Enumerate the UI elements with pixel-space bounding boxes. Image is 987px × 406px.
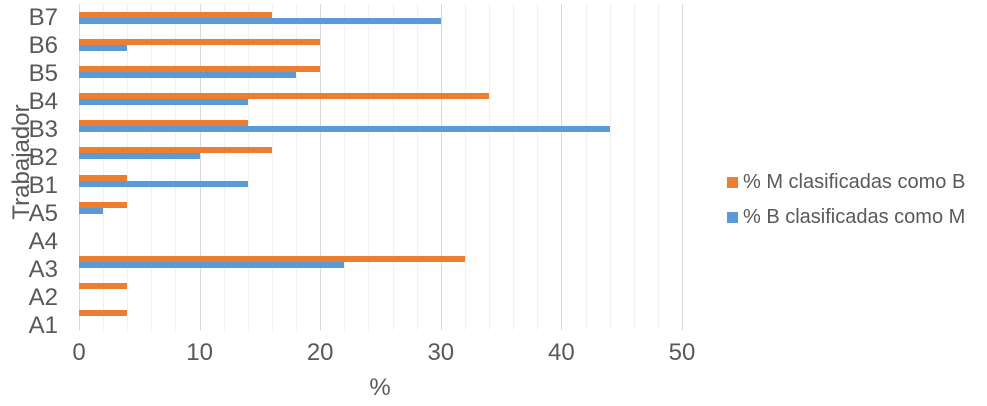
bar-B5-% M clasificadas como B [79, 65, 321, 72]
category-label-A2: A2 [28, 284, 58, 311]
x-axis-title: % [369, 374, 391, 401]
minor-gridline-18 [296, 4, 298, 330]
major-gridline-10 [199, 4, 201, 330]
category-label-B7: B7 [28, 4, 58, 31]
bar-group-B6 [79, 31, 682, 58]
legend-label: % M clasificadas como B [743, 171, 966, 193]
legend-label: % B clasificadas como M [743, 206, 966, 228]
x-tick-label-30: 30 [427, 339, 455, 366]
minor-gridline-28 [416, 4, 418, 330]
bar-group-B4 [79, 86, 682, 113]
x-tick-label-40: 40 [548, 339, 575, 366]
minor-gridline-42 [585, 4, 587, 330]
major-gridline-40 [561, 4, 563, 330]
category-label-B1: B1 [28, 172, 58, 199]
major-gridline-20 [320, 4, 322, 330]
major-gridline-30 [440, 4, 442, 330]
bar-B1-% M clasificadas como B [79, 174, 128, 181]
bar-A5-% B clasificadas como M [79, 207, 104, 214]
bar-A1-% M clasificadas como B [79, 310, 128, 317]
category-label-A1: A1 [28, 312, 58, 339]
bar-group-A4 [79, 221, 682, 248]
bar-B2-% B clasificadas como M [79, 153, 200, 160]
minor-gridline-22 [344, 4, 346, 330]
category-label-A5: A5 [28, 200, 58, 227]
minor-gridline-48 [657, 4, 659, 330]
major-gridline-0 [79, 4, 80, 330]
bar-B3-% M clasificadas como B [79, 120, 248, 127]
x-tick-label-10: 10 [186, 339, 213, 366]
category-label-B6: B6 [28, 32, 58, 59]
minor-gridline-44 [609, 4, 611, 330]
minor-gridline-46 [633, 4, 635, 330]
bar-group-A2 [79, 276, 682, 303]
minor-gridline-36 [513, 4, 515, 330]
legend-swatch-icon [727, 177, 738, 188]
bar-B7-% M clasificadas como B [79, 11, 272, 18]
bar-group-B5 [79, 58, 682, 85]
bar-rows [79, 4, 682, 330]
category-label-B2: B2 [28, 144, 58, 171]
minor-gridline-4 [127, 4, 129, 330]
legend: % M clasificadas como B % B clasificadas … [727, 171, 965, 229]
y-axis-category-labels: B7 B6 B5 B4 B3 B2 B1 A5 A4 A3 A2 A1 [0, 4, 66, 339]
bar-A3-% M clasificadas como B [79, 256, 465, 263]
bar-B4-% B clasificadas como M [79, 99, 248, 106]
bar-A5-% M clasificadas como B [79, 201, 128, 208]
category-label-B3: B3 [28, 116, 58, 143]
bar-group-B3 [79, 113, 682, 140]
x-tick-label-20: 20 [306, 339, 334, 366]
bar-B7-% B clasificadas como M [79, 17, 441, 24]
category-label-B4: B4 [28, 88, 58, 115]
bar-B1-% B clasificadas como M [79, 180, 248, 187]
minor-gridline-26 [392, 4, 394, 330]
minor-gridline-16 [271, 4, 273, 330]
minor-gridline-32 [464, 4, 466, 330]
bar-group-A1 [79, 303, 682, 330]
bar-B2-% M clasificadas como B [79, 147, 272, 154]
x-tick-label-0: 0 [72, 339, 86, 366]
minor-gridline-8 [175, 4, 177, 330]
minor-gridline-38 [537, 4, 539, 330]
minor-gridline-2 [103, 4, 105, 330]
minor-gridline-12 [223, 4, 225, 330]
bar-group-B7 [79, 4, 682, 31]
bar-B3-% B clasificadas como M [79, 126, 610, 133]
category-label-B5: B5 [28, 60, 58, 87]
bar-group-A5 [79, 194, 682, 221]
major-gridline-50 [682, 4, 683, 330]
bar-B5-% B clasificadas como M [79, 71, 297, 78]
minor-gridline-6 [151, 4, 153, 330]
bar-group-B2 [79, 140, 682, 167]
bar-B4-% M clasificadas como B [79, 93, 490, 100]
legend-swatch-icon [727, 212, 738, 223]
legend-item: % B clasificadas como M [727, 206, 965, 229]
bar-A2-% M clasificadas como B [79, 283, 128, 290]
category-label-A3: A3 [28, 256, 58, 283]
bar-A3-% B clasificadas como M [79, 262, 345, 269]
bar-B6-% B clasificadas como M [79, 44, 128, 51]
x-axis-tick-labels: 0 10 20 30 40 50 [0, 340, 987, 366]
minor-gridline-14 [247, 4, 249, 330]
bar-group-B1 [79, 167, 682, 194]
legend-item: % M clasificadas como B [727, 171, 965, 194]
category-label-A4: A4 [28, 228, 58, 255]
minor-gridline-24 [368, 4, 370, 330]
bar-group-A3 [79, 249, 682, 276]
x-tick-label-50: 50 [668, 339, 696, 366]
bar-B6-% M clasificadas como B [79, 38, 321, 45]
minor-gridline-34 [489, 4, 491, 330]
plot-area [79, 4, 683, 330]
